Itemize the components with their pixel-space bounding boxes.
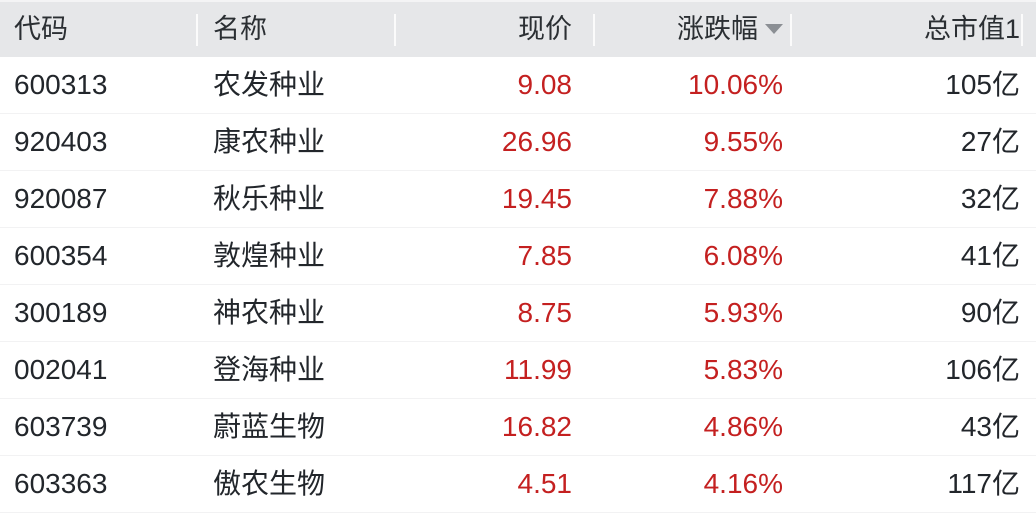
cell-change: 4.16%: [703, 468, 783, 499]
cell-price: 11.99: [504, 354, 572, 385]
cell-name: 敦煌种业: [213, 240, 326, 271]
cell-price: 19.45: [501, 183, 572, 214]
table-body: 600313 农发种业 9.08 10.06% 105亿 920403 康农种业…: [0, 57, 1036, 513]
cell-name: 康农种业: [213, 126, 326, 157]
cell-change: 5.93%: [703, 297, 783, 328]
header-divider-5: [1021, 14, 1023, 46]
cell-change: 7.88%: [703, 183, 783, 214]
cell-change: 9.55%: [703, 126, 783, 157]
cell-price: 9.08: [517, 69, 573, 100]
cell-code: 002041: [14, 354, 108, 385]
cell-name: 登海种业: [213, 354, 326, 385]
cell-market-cap: 90亿: [960, 297, 1020, 328]
table-row[interactable]: 920403 康农种业 26.96 9.55% 27亿: [0, 114, 1036, 171]
table-row[interactable]: 600354 敦煌种业 7.85 6.08% 41亿: [0, 228, 1036, 285]
column-header-change[interactable]: 涨跌幅: [583, 2, 783, 57]
table-row[interactable]: 002041 登海种业 11.99 5.83% 106亿: [0, 342, 1036, 399]
cell-price: 26.96: [501, 126, 572, 157]
cell-code: 600354: [14, 240, 108, 271]
cell-market-cap: 27亿: [960, 126, 1020, 157]
table-row[interactable]: 603739 蔚蓝生物 16.82 4.86% 43亿: [0, 399, 1036, 456]
table-row[interactable]: 603363 傲农生物 4.51 4.16% 117亿: [0, 456, 1036, 513]
table-header-row: 代码 名称 现价 涨跌幅 总市值1: [0, 0, 1036, 57]
cell-change: 4.86%: [703, 411, 783, 442]
cell-code: 603739: [14, 411, 108, 442]
cell-name: 秋乐种业: [213, 183, 326, 214]
cell-code: 300189: [14, 297, 108, 328]
column-header-price[interactable]: 现价: [518, 14, 572, 44]
cell-name: 神农种业: [213, 297, 326, 328]
table-row[interactable]: 600313 农发种业 9.08 10.06% 105亿: [0, 57, 1036, 114]
cell-change: 5.83%: [703, 354, 783, 385]
header-divider-3: [593, 14, 595, 46]
cell-price: 16.82: [501, 411, 572, 442]
cell-market-cap: 106亿: [945, 354, 1020, 385]
cell-name: 农发种业: [213, 69, 326, 100]
table-row[interactable]: 300189 神农种业 8.75 5.93% 90亿: [0, 285, 1036, 342]
column-header-change-label: 涨跌幅: [677, 14, 758, 44]
cell-code: 600313: [14, 69, 108, 100]
cell-market-cap: 32亿: [960, 183, 1020, 214]
column-header-name[interactable]: 名称: [213, 14, 267, 44]
cell-price: 8.75: [517, 297, 573, 328]
sort-descending-icon[interactable]: [765, 24, 783, 34]
cell-change: 10.06%: [688, 69, 783, 100]
cell-price: 7.85: [517, 240, 573, 271]
cell-code: 920087: [14, 183, 108, 214]
column-header-market-cap[interactable]: 总市值1: [923, 14, 1020, 44]
cell-market-cap: 117亿: [947, 468, 1020, 499]
cell-code: 603363: [14, 468, 108, 499]
cell-market-cap: 43亿: [960, 411, 1020, 442]
cell-price: 4.51: [517, 468, 573, 499]
cell-code: 920403: [14, 126, 108, 157]
cell-name: 傲农生物: [213, 468, 326, 499]
header-divider-1: [196, 14, 198, 46]
cell-name: 蔚蓝生物: [213, 411, 326, 442]
cell-change: 6.08%: [703, 240, 783, 271]
header-divider-2: [394, 14, 396, 46]
cell-market-cap: 105亿: [945, 69, 1020, 100]
header-divider-4: [790, 14, 792, 46]
table-row[interactable]: 920087 秋乐种业 19.45 7.88% 32亿: [0, 171, 1036, 228]
cell-market-cap: 41亿: [960, 240, 1020, 271]
column-header-code[interactable]: 代码: [14, 14, 68, 44]
